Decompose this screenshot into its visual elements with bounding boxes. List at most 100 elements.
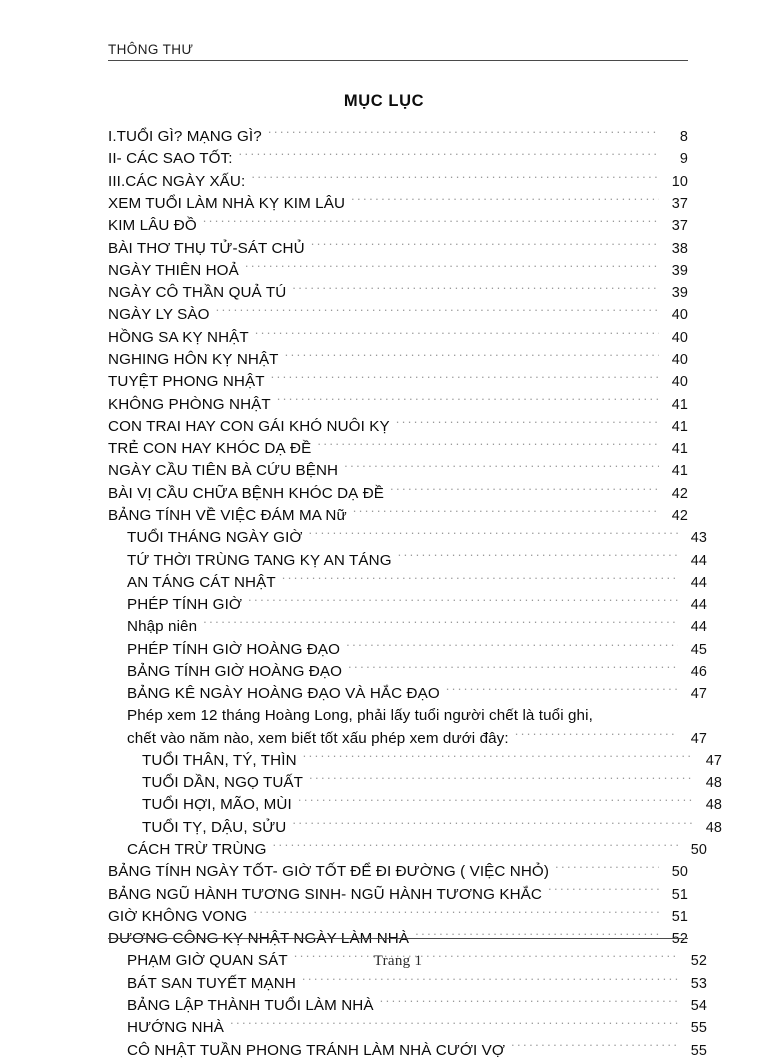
toc-entry[interactable]: TUỔI HỢI, MÃO, MÙI 48 <box>108 794 722 816</box>
toc-dot-leader <box>311 237 659 252</box>
toc-entry-label: NGÀY LY SÀO <box>108 306 210 324</box>
toc-dot-leader <box>303 750 693 765</box>
toc-entry[interactable]: NGHING HÔN KỴ NHẬT 40 <box>108 349 688 371</box>
toc-entry[interactable]: GIỜ KHÔNG VONG 51 <box>108 906 688 928</box>
toc-entry-label: NGHING HÔN KỴ NHẬT <box>108 351 279 368</box>
toc-entry[interactable]: PHÉP TÍNH GIỜ HOÀNG ĐẠO 45 <box>108 638 707 660</box>
toc-entry[interactable]: HỒNG SA KỴ NHẬT 40 <box>108 327 688 349</box>
toc-dot-leader <box>351 193 659 208</box>
toc-entry[interactable]: KIM LÂU ĐỒ 37 <box>108 215 688 237</box>
toc-entry-label: NGÀY CÔ THẦN QUẢ TÚ <box>108 284 287 302</box>
toc-entry[interactable]: BẢNG KÊ NGÀY HOÀNG ĐẠO VÀ HẮC ĐẠO 47 <box>108 683 707 705</box>
toc-entry[interactable]: NGÀY THIÊN HOẢ 39 <box>108 260 688 282</box>
toc-entry[interactable]: BẢNG TÍNH GIỜ HOÀNG ĐẠO 46 <box>108 661 707 683</box>
toc-entry[interactable]: II- CÁC SAO TỐT: 9 <box>108 148 688 170</box>
toc-entry[interactable]: BẢNG TÍNH NGÀY TỐT- GIỜ TỐT ĐỂ ĐI ĐƯỜNG … <box>108 861 688 883</box>
toc-entry[interactable]: PHẠM GIỜ QUAN SÁT 52 <box>108 950 707 972</box>
toc-dot-leader <box>515 727 678 742</box>
toc-dot-leader <box>277 393 659 408</box>
toc-dot-leader <box>346 638 678 653</box>
toc-dot-leader <box>239 148 659 163</box>
toc-entry-label: TỨ THỜI TRÙNG TANG KỴ AN TÁNG <box>127 551 392 569</box>
toc-entry[interactable]: PHÉP TÍNH GIỜ 44 <box>108 594 707 616</box>
toc-entry[interactable]: CÔ NHẬT TUẦN PHONG TRÁNH LÀM NHÀ CƯỚI VỢ… <box>108 1039 707 1061</box>
toc-dot-leader <box>511 1039 678 1054</box>
toc-entry[interactable]: XEM TUỔI LÀM NHÀ KỴ KIM LÂU 37 <box>108 193 688 215</box>
toc-entry[interactable]: TUỔI THÁNG NGÀY GIỜ 43 <box>108 527 707 549</box>
toc-entry[interactable]: BẢNG TÍNH VỀ VIỆC ĐÁM MA Nữ 42 <box>108 505 688 527</box>
toc-page-number: 41 <box>671 441 688 458</box>
toc-entry[interactable]: BÁT SAN TUYẾT MẠNH 53 <box>108 973 707 995</box>
toc-entry[interactable]: KHÔNG PHÒNG NHẬT 41 <box>108 393 688 415</box>
toc-page-number: 44 <box>690 619 707 636</box>
toc-entry[interactable]: Phép xem 12 tháng Hoàng Long, phải lấy t… <box>108 705 707 749</box>
toc-entry[interactable]: BẢNG LẬP THÀNH TUỔI LÀM NHÀ 54 <box>108 995 707 1017</box>
toc-entry-label: TUỔI TỴ, DẬU, SỬU <box>142 818 287 836</box>
toc-entry-label: III.CÁC NGÀY XẤU: <box>108 172 246 190</box>
toc-entry[interactable]: I.TUỔI GÌ? MẠNG GÌ? 8 <box>108 126 688 148</box>
page-footer: Trang 1 <box>108 938 688 970</box>
toc-dot-leader <box>268 126 659 141</box>
toc-page-number: 37 <box>671 218 688 235</box>
toc-entry[interactable]: BÀI THƠ THỤ TỬ-SÁT CHỦ 38 <box>108 237 688 259</box>
toc-entry-label: BÀI THƠ THỤ TỬ-SÁT CHỦ <box>108 239 305 257</box>
toc-page-number: 51 <box>671 886 688 903</box>
toc-entry[interactable]: TRẺ CON HAY KHÓC DẠ ĐỀ 41 <box>108 438 688 460</box>
toc-entry[interactable]: TUỔI TỴ, DẬU, SỬU 48 <box>108 817 722 839</box>
toc-page-number: 48 <box>705 819 722 836</box>
toc-dot-leader <box>380 995 678 1010</box>
toc-entry[interactable]: CÁCH TRỪ TRÙNG 50 <box>108 839 707 861</box>
toc-dot-leader <box>216 304 659 319</box>
toc-page-number: 44 <box>690 597 707 614</box>
toc-page-number: 41 <box>671 396 688 413</box>
toc-page-number: 39 <box>671 285 688 302</box>
toc-page-number: 10 <box>671 173 688 190</box>
toc-entry[interactable]: BÀI VỊ CẦU CHỮA BỆNH KHÓC DẠ ĐỀ 42 <box>108 483 688 505</box>
toc-entry[interactable]: TỨ THỜI TRÙNG TANG KỴ AN TÁNG 44 <box>108 549 707 571</box>
toc-entry-label: TUYỆT PHONG NHẬT <box>108 373 265 391</box>
toc-page-number: 48 <box>705 775 722 792</box>
toc-page-number: 50 <box>690 842 707 858</box>
toc-entry-label: TUỔI THÂN, TÝ, THÌN <box>142 751 297 769</box>
document-page: THÔNG THƯ MỤC LỤC I.TUỔI GÌ? MẠNG GÌ? 8 II… <box>0 0 768 1024</box>
toc-dot-leader <box>203 616 678 631</box>
toc-entry[interactable]: HƯỚNG NHÀ 55 <box>108 1017 707 1039</box>
toc-dot-leader <box>302 973 678 988</box>
toc-entry-label: BÁT SAN TUYẾT MẠNH <box>127 974 296 992</box>
toc-entry-label: KIM LÂU ĐỒ <box>108 217 197 235</box>
toc-entry[interactable]: TUYỆT PHONG NHẬT 40 <box>108 371 688 393</box>
toc-page-number: 45 <box>690 641 707 658</box>
toc-dot-leader <box>294 950 678 965</box>
toc-entry-label: PHÉP TÍNH GIỜ <box>127 596 243 614</box>
toc-entry[interactable]: TUỔI DẦN, NGỌ TUẤT 48 <box>108 772 722 794</box>
toc-entry-label: AN TÁNG CÁT NHẬT <box>127 573 276 591</box>
toc-page-number: 39 <box>671 262 688 279</box>
toc-dot-leader <box>344 460 659 475</box>
toc-dot-leader <box>203 215 659 230</box>
toc-page-number: 40 <box>671 374 688 391</box>
toc-dot-leader <box>353 505 659 520</box>
toc-dot-leader <box>292 282 659 297</box>
toc-page-number: 41 <box>671 418 688 435</box>
toc-dot-leader <box>251 171 659 186</box>
toc-page-number: 40 <box>671 329 688 346</box>
toc-dot-leader <box>253 906 659 921</box>
toc-entry[interactable]: CON TRAI HAY CON GÁI KHÓ NUÔI KỴ 41 <box>108 416 688 438</box>
toc-entry[interactable]: Nhập niên 44 <box>108 616 707 638</box>
toc-entry[interactable]: NGÀY CẦU TIÊN BÀ CỨU BỆNH 41 <box>108 460 688 482</box>
toc-entry[interactable]: III.CÁC NGÀY XẤU: 10 <box>108 171 688 193</box>
toc-page-number: 53 <box>690 975 707 992</box>
toc-entry[interactable]: NGÀY CÔ THẦN QUẢ TÚ 39 <box>108 282 688 304</box>
toc-entry[interactable]: BẢNG NGŨ HÀNH TƯƠNG SINH- NGŨ HÀNH TƯƠNG… <box>108 883 688 905</box>
toc-entry[interactable]: AN TÁNG CÁT NHẬT 44 <box>108 572 707 594</box>
toc-entry-label: TUỔI HỢI, MÃO, MÙI <box>142 796 292 814</box>
toc-page-number: 42 <box>671 507 688 524</box>
toc-page-number: 52 <box>671 931 688 948</box>
toc-page-number: 8 <box>679 129 688 146</box>
toc-entry[interactable]: TUỔI THÂN, TÝ, THÌN 47 <box>108 750 722 772</box>
toc-dot-leader <box>292 817 693 832</box>
toc-dot-leader <box>273 839 678 854</box>
toc-entry-label: NGÀY CẦU TIÊN BÀ CỨU BỆNH <box>108 462 339 480</box>
toc-entry[interactable]: NGÀY LY SÀO 40 <box>108 304 688 326</box>
toc-page-number: 47 <box>690 730 707 747</box>
